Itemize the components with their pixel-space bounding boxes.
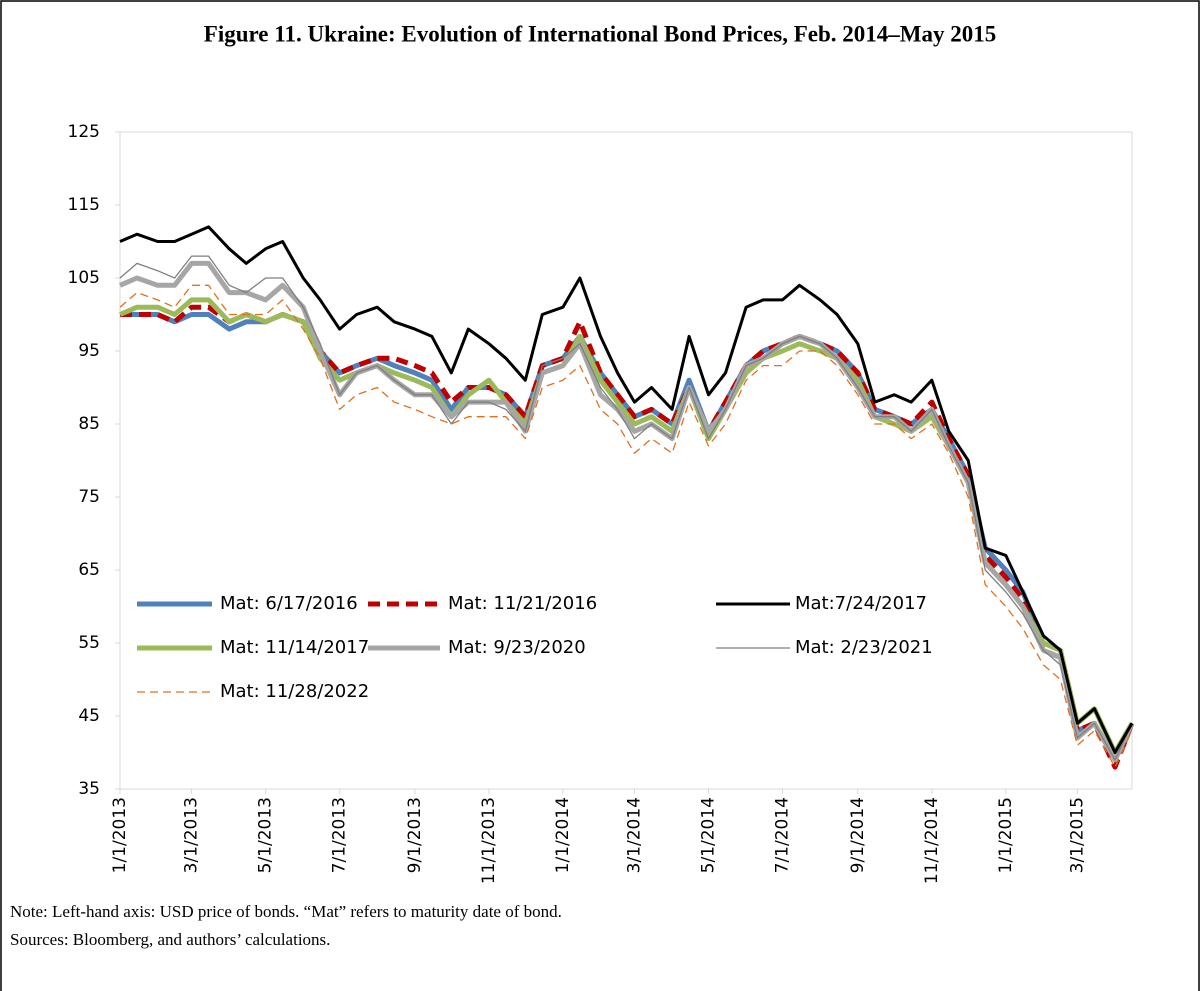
note: Sources: Bloomberg, and authors’ calcula… — [10, 930, 330, 949]
x-tick-label: 7/1/2014 — [773, 797, 793, 873]
legend-label: Mat: 2/23/2021 — [795, 637, 933, 658]
y-tick-label: 125 — [68, 122, 100, 142]
x-tick-label: 11/1/2013 — [479, 797, 499, 884]
legend-label: Mat: 11/14/2017 — [220, 637, 369, 658]
x-tick-label: 5/1/2013 — [256, 797, 276, 873]
y-tick-label: 55 — [78, 633, 100, 653]
x-tick-label: 3/1/2014 — [624, 797, 644, 873]
chart-title: Figure 11. Ukraine: Evolution of Interna… — [204, 21, 996, 46]
y-tick-label: 45 — [78, 706, 100, 726]
plot-area — [119, 131, 1133, 790]
x-tick-label: 9/1/2014 — [848, 797, 868, 873]
x-tick-label: 1/1/2013 — [110, 797, 130, 873]
y-tick-label: 85 — [78, 414, 100, 434]
y-tick-label: 35 — [78, 779, 100, 799]
x-tick-label: 9/1/2013 — [405, 797, 425, 873]
y-tick-label: 115 — [68, 195, 100, 215]
legend-label: Mat:7/24/2017 — [795, 593, 927, 614]
x-tick-label: 7/1/2013 — [330, 797, 350, 873]
y-tick-label: 95 — [78, 341, 100, 361]
x-tick-label: 5/1/2014 — [699, 797, 719, 873]
x-tick-label: 11/1/2014 — [922, 797, 942, 884]
series-line — [119, 225, 1134, 754]
y-tick-label: 105 — [68, 268, 100, 288]
series-line — [119, 255, 1133, 761]
y-tick-label: 65 — [78, 560, 100, 580]
x-tick-label: 1/1/2014 — [553, 797, 573, 873]
legend-label: Mat: 9/23/2020 — [448, 637, 586, 658]
y-tick-label: 75 — [78, 487, 100, 507]
legend-label: Mat: 11/28/2022 — [220, 681, 369, 702]
x-tick-label: 1/1/2015 — [996, 797, 1016, 873]
x-tick-label: 3/1/2015 — [1067, 797, 1087, 873]
legend-label: Mat: 11/21/2016 — [448, 593, 597, 614]
legend-label: Mat: 6/17/2016 — [220, 593, 358, 614]
x-tick-label: 3/1/2013 — [182, 797, 202, 873]
note: Note: Left-hand axis: USD price of bonds… — [10, 902, 562, 921]
